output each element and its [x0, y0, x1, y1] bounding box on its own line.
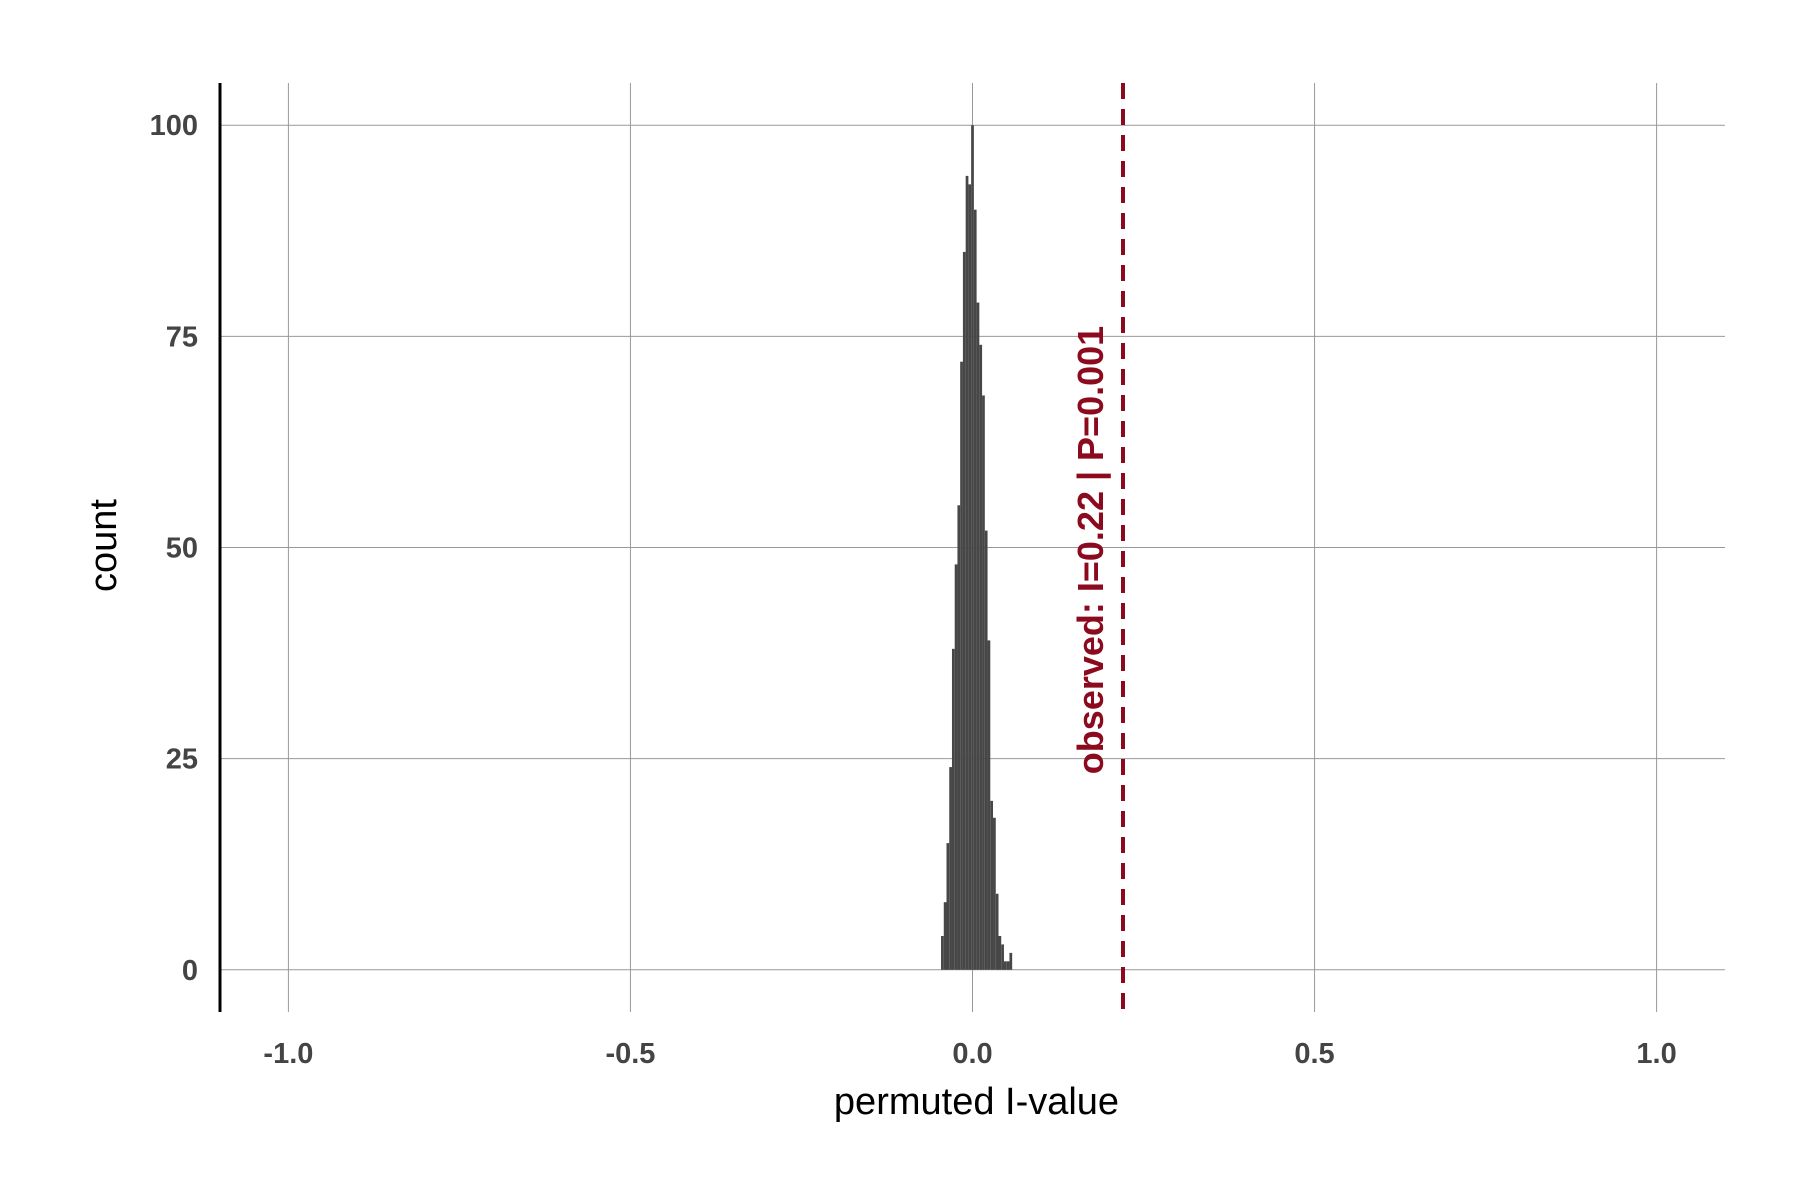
- histogram-bar: [976, 302, 980, 970]
- observed-annotation: observed: I=0.22 | P=0.001: [1070, 326, 1112, 774]
- histogram-bar: [1009, 952, 1013, 970]
- x-tick-label: 1.0: [1636, 1038, 1676, 1070]
- y-tick-label: 0: [182, 955, 198, 987]
- y-tick-label: 100: [150, 110, 198, 142]
- histogram-bar: [943, 902, 947, 970]
- histogram-bar: [1001, 944, 1004, 970]
- y-tick-label: 50: [166, 533, 198, 565]
- histogram-bar: [1006, 961, 1010, 970]
- x-axis-title: permuted I-value: [834, 1081, 1119, 1123]
- histogram-bar: [941, 935, 944, 970]
- y-tick-label: 25: [166, 744, 198, 776]
- histogram-bar: [987, 640, 991, 970]
- histogram-bar: [968, 184, 972, 970]
- histogram-bar: [993, 817, 996, 970]
- y-axis-title: count: [83, 499, 125, 592]
- y-tick-label: 75: [166, 321, 198, 353]
- histogram-bar: [1003, 961, 1007, 970]
- histogram-bar: [973, 209, 977, 970]
- y-tick-labels: 0 25 50 75 100: [150, 110, 198, 987]
- histogram-bar: [949, 767, 952, 970]
- histogram-bar: [998, 935, 1002, 970]
- histogram-bar: [990, 800, 994, 970]
- histogram-bar: [965, 175, 969, 970]
- histogram-bar: [995, 893, 999, 970]
- histogram-bar: [946, 843, 950, 970]
- histogram-bar: [960, 361, 963, 970]
- histogram-bar: [962, 251, 966, 970]
- x-tick-label: -1.0: [263, 1038, 313, 1070]
- histogram-bar: [984, 530, 988, 970]
- x-tick-label: -0.5: [605, 1038, 655, 1070]
- x-tick-label: 0.5: [1294, 1038, 1334, 1070]
- x-tick-label: 0.0: [952, 1038, 992, 1070]
- histogram-bar: [971, 125, 974, 970]
- histogram-bar: [957, 505, 961, 970]
- histogram-bars: [941, 125, 1013, 970]
- histogram-bar: [954, 564, 958, 970]
- histogram-bar: [982, 395, 985, 970]
- histogram-bar: [951, 648, 955, 970]
- histogram-bar: [979, 344, 983, 970]
- x-tick-labels: -1.0 -0.5 0.0 0.5 1.0: [263, 1038, 1676, 1070]
